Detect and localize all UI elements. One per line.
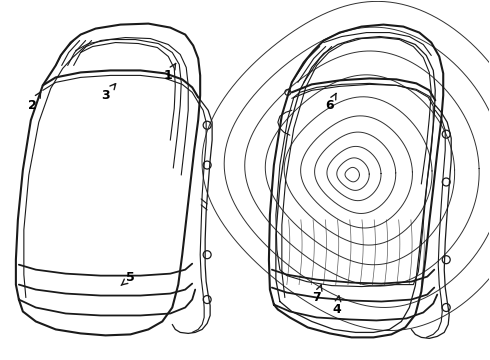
Text: 6: 6 (325, 93, 336, 112)
Text: 1: 1 (164, 63, 175, 82)
Text: 3: 3 (101, 84, 116, 102)
Text: 7: 7 (312, 285, 322, 304)
Text: 2: 2 (28, 92, 41, 112)
Text: 5: 5 (121, 271, 135, 285)
Text: 4: 4 (332, 296, 341, 316)
